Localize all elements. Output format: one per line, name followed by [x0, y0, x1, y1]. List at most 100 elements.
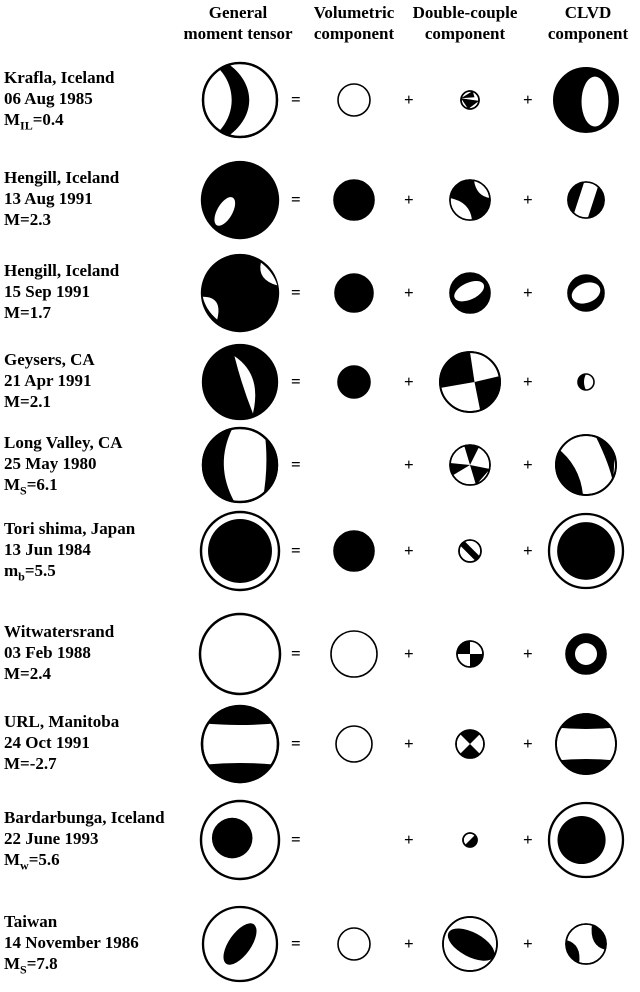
plus-sign: + — [404, 541, 414, 560]
header-general-moment-tensor: General moment tensor — [182, 2, 294, 44]
event-name: Tori shima, Japan — [4, 519, 136, 538]
event-magnitude: Mw=5.6 — [4, 849, 165, 876]
plus-sign: + — [523, 372, 533, 391]
event-label: Tori shima, Japan 13 Jun 1984 mb=5.5 — [4, 518, 135, 587]
event-name: Geysers, CA — [4, 350, 95, 369]
magnitude-value: =0.4 — [32, 110, 64, 129]
event-date: 25 May 1980 — [4, 454, 97, 473]
magnitude-value: =6.1 — [26, 475, 58, 494]
clvd-beachball-icon — [547, 512, 625, 590]
plus-sign: + — [523, 455, 533, 474]
double-couple-beachball-icon — [460, 90, 480, 110]
header-general-line1: General — [208, 3, 268, 22]
general-beachball-icon — [201, 61, 279, 139]
clvd-beachball-icon — [567, 274, 605, 312]
magnitude-value: =-2.7 — [20, 754, 57, 773]
plus-sign: + — [523, 190, 533, 209]
magnitude-symbol: M — [4, 475, 21, 494]
event-name: Krafla, Iceland — [4, 68, 115, 87]
double-couple-beachball-icon — [449, 179, 491, 221]
double-couple-beachball-icon — [449, 444, 491, 486]
clvd-beachball-icon — [547, 801, 625, 879]
magnitude-value: =2.3 — [20, 210, 51, 229]
event-label: Geysers, CA 21 Apr 1991 M=2.1 — [4, 349, 95, 412]
event-label: Taiwan 14 November 1986 MS=7.8 — [4, 911, 139, 980]
magnitude-symbol: m — [4, 561, 19, 580]
equals-sign: = — [291, 830, 301, 849]
double-couple-beachball-icon — [439, 351, 501, 413]
header-double-couple-line2: component — [424, 24, 506, 43]
event-name: Taiwan — [4, 912, 58, 931]
event-magnitude: M=1.7 — [4, 302, 119, 323]
event-name: URL, Manitoba — [4, 712, 120, 731]
general-beachball-icon — [200, 704, 280, 784]
event-magnitude: M=-2.7 — [4, 753, 119, 774]
event-date: 13 Aug 1991 — [4, 189, 93, 208]
plus-sign: + — [404, 190, 414, 209]
volumetric-beachball-icon — [337, 365, 371, 399]
magnitude-symbol: M — [4, 110, 21, 129]
magnitude-symbol: M — [4, 850, 21, 869]
magnitude-subscript: S — [20, 483, 27, 498]
plus-sign: + — [404, 830, 414, 849]
header-double-couple-line1: Double-couple — [412, 3, 518, 22]
event-date: 24 Oct 1991 — [4, 733, 90, 752]
header-clvd-component: CLVD component — [538, 2, 638, 44]
event-name: Long Valley, CA — [4, 433, 123, 452]
volumetric-beachball-icon — [337, 927, 371, 961]
clvd-beachball-icon — [577, 373, 595, 391]
event-date: 13 Jun 1984 — [4, 540, 91, 559]
double-couple-beachball-icon — [456, 640, 484, 668]
general-beachball-icon — [201, 343, 279, 421]
event-date: 15 Sep 1991 — [4, 282, 90, 301]
volumetric-beachball-icon — [337, 83, 371, 117]
clvd-beachball-icon — [553, 67, 619, 133]
event-magnitude: MS=7.8 — [4, 953, 139, 980]
event-label: URL, Manitoba 24 Oct 1991 M=-2.7 — [4, 711, 119, 774]
equals-sign: = — [291, 644, 301, 663]
event-label: Long Valley, CA 25 May 1980 MS=6.1 — [4, 432, 123, 501]
event-date: 14 November 1986 — [4, 933, 139, 952]
general-beachball-icon — [199, 799, 281, 881]
event-magnitude: M=2.4 — [4, 663, 114, 684]
volumetric-beachball-icon — [333, 179, 375, 221]
clvd-beachball-icon — [555, 434, 617, 496]
plus-sign: + — [523, 644, 533, 663]
equals-sign: = — [291, 934, 301, 953]
plus-sign: + — [523, 283, 533, 302]
equals-sign: = — [291, 190, 301, 209]
magnitude-subscript: w — [20, 858, 29, 873]
plus-sign: + — [523, 541, 533, 560]
event-name: Witwatersrand — [4, 622, 115, 641]
header-clvd-line1: CLVD — [564, 3, 612, 22]
clvd-beachball-icon — [555, 713, 617, 775]
event-date: 21 Apr 1991 — [4, 371, 92, 390]
magnitude-value: =5.6 — [28, 850, 60, 869]
magnitude-value: =2.4 — [20, 664, 51, 683]
event-magnitude: M=2.1 — [4, 391, 95, 412]
event-date: 22 June 1993 — [4, 829, 99, 848]
double-couple-beachball-icon — [455, 729, 485, 759]
plus-sign: + — [404, 734, 414, 753]
double-couple-beachball-icon — [449, 272, 491, 314]
event-label: Hengill, Iceland 13 Aug 1991 M=2.3 — [4, 167, 119, 230]
header-volumetric-line2: component — [313, 24, 395, 43]
magnitude-symbol: M — [4, 954, 21, 973]
event-label: Hengill, Iceland 15 Sep 1991 M=1.7 — [4, 260, 119, 323]
equals-sign: = — [291, 541, 301, 560]
double-couple-beachball-icon — [458, 539, 482, 563]
event-magnitude: M=2.3 — [4, 209, 119, 230]
event-name: Bardarbunga, Iceland — [4, 808, 165, 827]
header-volumetric-component: Volumetric component — [302, 2, 406, 44]
magnitude-subscript: b — [18, 569, 25, 584]
event-label: Witwatersrand 03 Feb 1988 M=2.4 — [4, 621, 114, 684]
magnitude-value: =5.5 — [24, 561, 56, 580]
magnitude-symbol: M — [4, 392, 21, 411]
header-clvd-line2: component — [547, 24, 629, 43]
event-magnitude: MIL=0.4 — [4, 109, 115, 136]
equals-sign: = — [291, 455, 301, 474]
magnitude-subscript: S — [20, 962, 27, 977]
general-beachball-icon — [201, 426, 279, 504]
header-general-line2: moment tensor — [183, 24, 293, 43]
general-beachball-icon — [199, 510, 281, 592]
